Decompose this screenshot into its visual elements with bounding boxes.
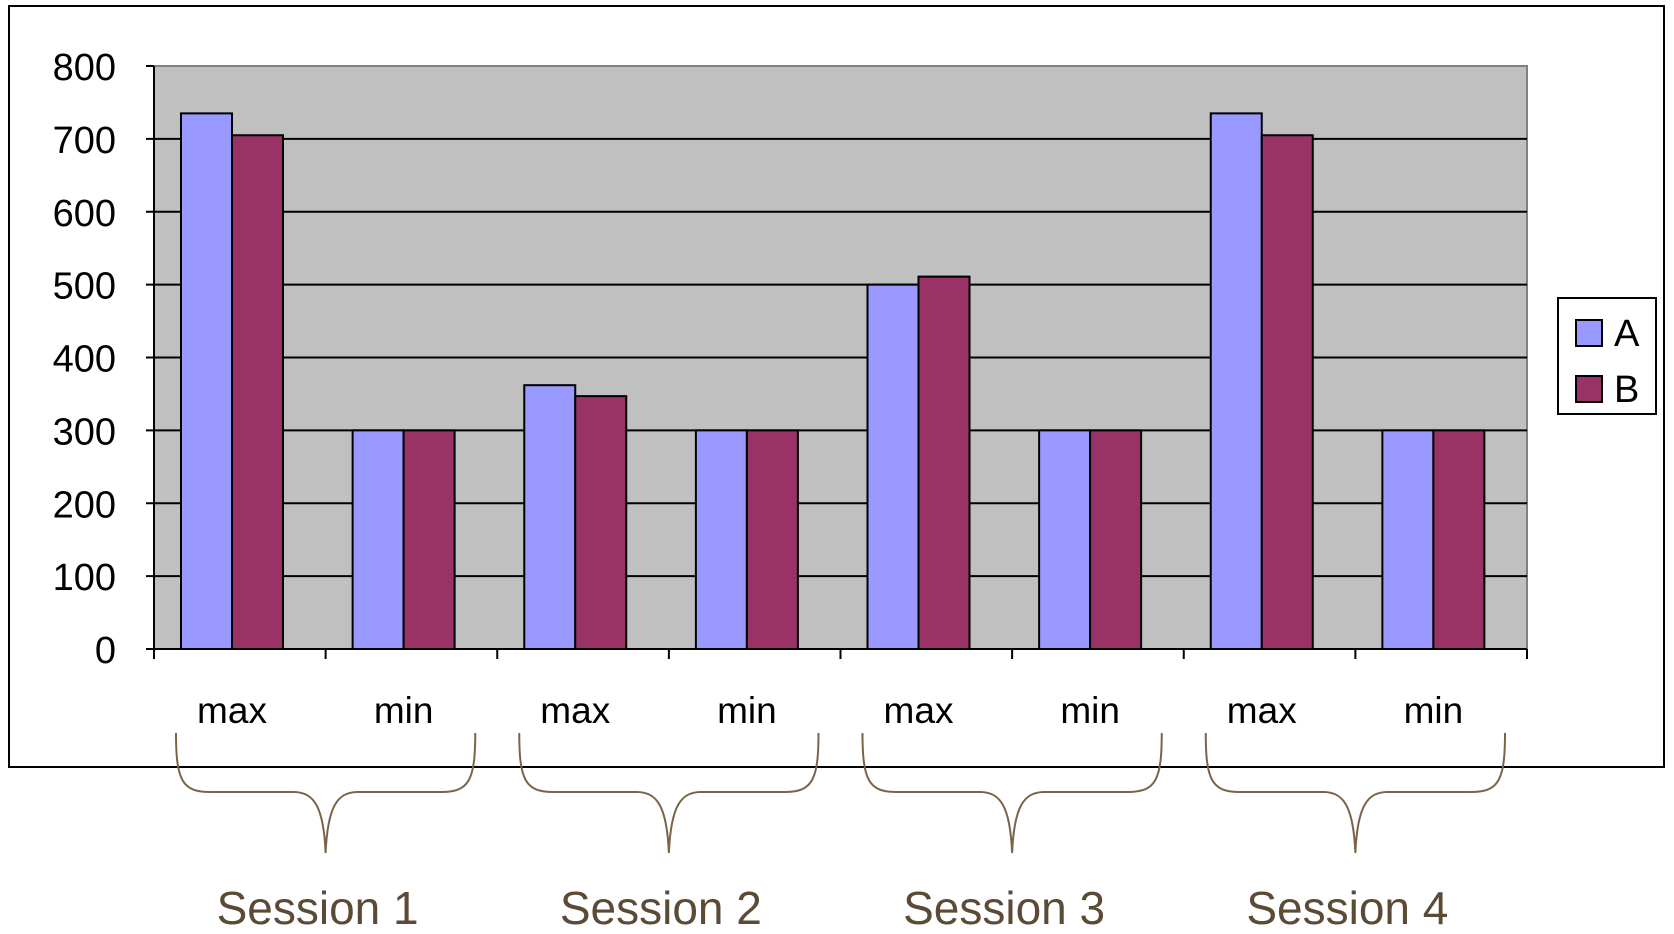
- bar-b-8: [1432, 429, 1486, 650]
- bar-b-6: [1089, 429, 1143, 650]
- legend-swatch-a: [1575, 319, 1603, 347]
- y-tick-label: 100: [53, 557, 116, 599]
- bar-b-4: [745, 429, 799, 650]
- bar-b-7: [1260, 134, 1314, 650]
- bar-a-4: [694, 429, 748, 650]
- session-label: Session 4: [1246, 882, 1448, 929]
- session-groups: Session 1 Session 2 Session 3 Session 4: [175, 732, 1506, 934]
- axes: [146, 65, 1528, 659]
- x-tick-label: max: [197, 690, 267, 731]
- y-tick-label: 200: [53, 484, 116, 526]
- session-label: Session 1: [217, 882, 419, 929]
- x-tick-label: min: [1060, 690, 1120, 731]
- y-tick-label: 0: [95, 630, 116, 672]
- y-tick-label: 400: [53, 339, 116, 381]
- session-label: Session 3: [903, 882, 1105, 929]
- bars: [180, 112, 1486, 650]
- bar-a-5: [866, 283, 920, 650]
- bar-a-3: [523, 384, 577, 650]
- bar-b-3: [574, 395, 628, 650]
- bar-a-8: [1381, 429, 1435, 650]
- session-brace: [518, 732, 820, 854]
- y-tick-label: 500: [53, 266, 116, 308]
- bar-a-1: [180, 112, 233, 650]
- session-brace: [175, 732, 477, 854]
- legend-swatch-b: [1575, 375, 1603, 403]
- legend-label-a: A: [1614, 313, 1640, 355]
- x-tick-label: max: [884, 690, 954, 731]
- y-tick-label: 800: [53, 47, 116, 89]
- session-label: Session 2: [560, 882, 762, 929]
- session-brace: [861, 732, 1163, 854]
- bar-b-5: [917, 275, 971, 650]
- session-brace: [1204, 732, 1506, 854]
- bar-a-2: [351, 429, 405, 650]
- bar-b-2: [402, 429, 456, 650]
- x-tick-label: min: [717, 690, 777, 731]
- x-tick-label: max: [540, 690, 610, 731]
- y-tick-label: 700: [53, 120, 116, 162]
- y-tick-label: 300: [53, 411, 116, 453]
- tick-labels: 0 100 200 300 400 500 600 700 800 max min max min max…: [53, 47, 1464, 731]
- legend-label-b: B: [1614, 369, 1639, 411]
- legend: AB: [1557, 297, 1657, 415]
- bar-b-1: [231, 134, 284, 650]
- y-tick-label: 600: [53, 193, 116, 235]
- legend-box: [1557, 297, 1657, 415]
- bar-a-7: [1209, 112, 1263, 650]
- x-tick-label: max: [1227, 690, 1297, 731]
- x-tick-label: min: [374, 690, 434, 731]
- x-tick-label: min: [1404, 690, 1464, 731]
- bar-a-6: [1038, 429, 1092, 650]
